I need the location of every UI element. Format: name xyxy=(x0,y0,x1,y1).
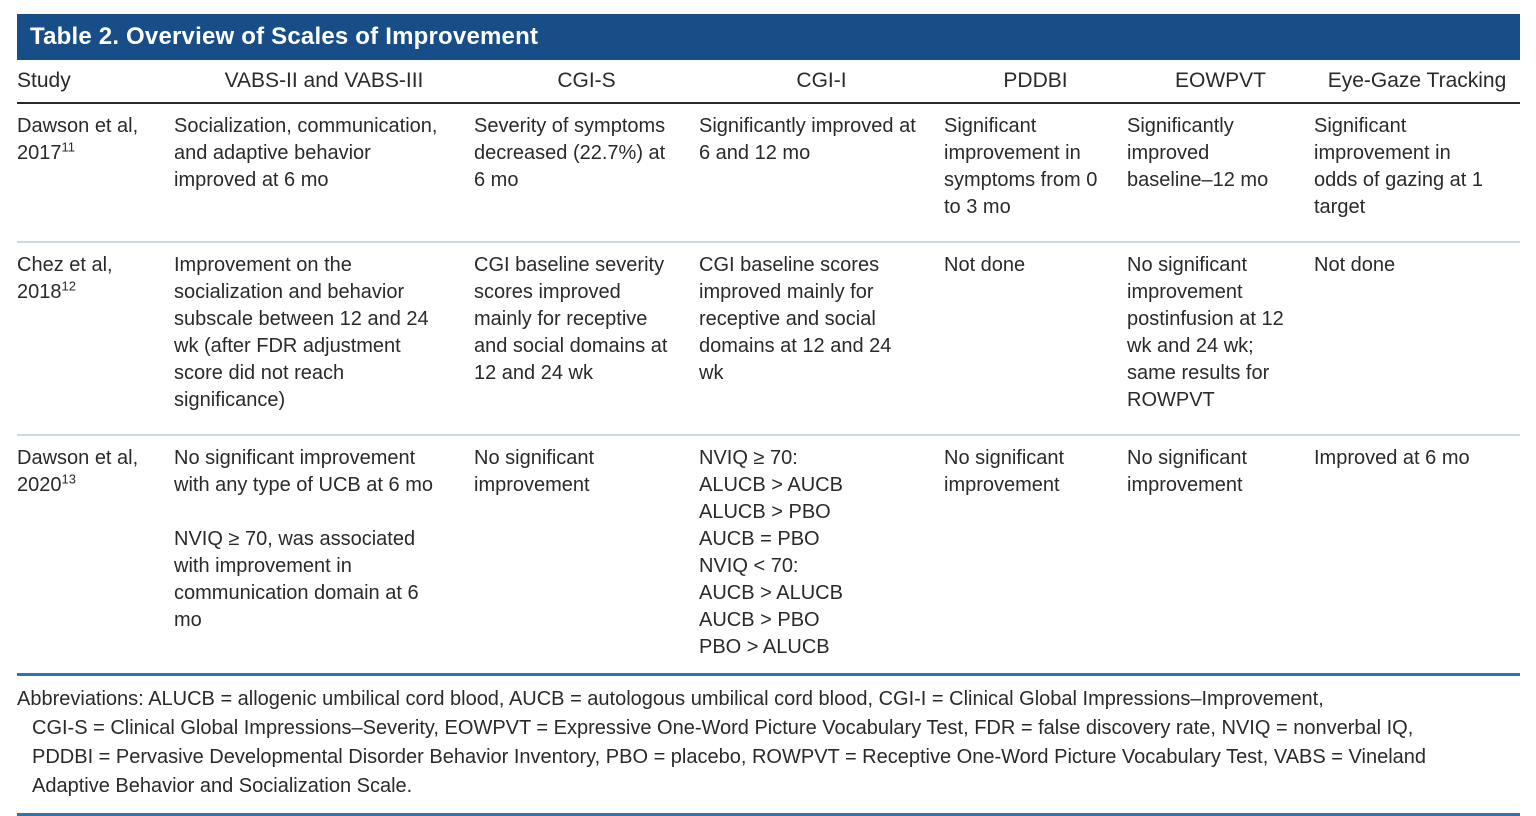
cell-vabs: Socialization, communication, and adapti… xyxy=(174,103,474,243)
column-header-vabs: VABS-II and VABS-III xyxy=(174,60,474,104)
improvement-table: Study VABS-II and VABS-III CGI-S CGI-I PDDBI… xyxy=(17,60,1520,673)
study-cell: Dawson et al, 201711 xyxy=(17,103,174,243)
table-row: Dawson et al, 201711 Socialization, commun… xyxy=(17,103,1520,243)
table-row: Dawson et al, 202013 No significant improv… xyxy=(17,435,1520,673)
cell-line: PBO > ALUCB xyxy=(699,636,830,658)
cell-line: ALUCB > PBO xyxy=(699,501,831,523)
cell-eye-gaze: Significant improvement in odds of gazin… xyxy=(1314,103,1520,243)
study-year: 201812 xyxy=(17,278,76,303)
header-row: Study VABS-II and VABS-III CGI-S CGI-I PDDBI… xyxy=(17,60,1520,104)
cell-line: No significant improvement with any type… xyxy=(174,447,434,496)
cell-eowpvt: No significant improvement postinfusion … xyxy=(1127,242,1314,436)
column-header-cgi-i: CGI-I xyxy=(699,60,944,104)
cell-pddbi: Significant improvement in symptoms from… xyxy=(944,103,1127,243)
column-header-cgi-s: CGI-S xyxy=(474,60,699,104)
cell-line: AUCB > PBO xyxy=(699,609,820,631)
study-name: Chez et al, xyxy=(17,254,113,276)
cell-eowpvt: No significant improvement xyxy=(1127,447,1248,496)
study-year: 201711 xyxy=(17,139,76,164)
cell-line: AUCB = PBO xyxy=(699,528,820,550)
table-body: Dawson et al, 201711 Socialization, commun… xyxy=(17,103,1520,673)
column-header-eowpvt: EOWPVT xyxy=(1127,60,1314,104)
reference-superscript: 13 xyxy=(61,471,76,487)
column-header-eye-gaze: Eye-Gaze Tracking xyxy=(1314,60,1520,104)
cell-eye-gaze: Not done xyxy=(1314,242,1520,436)
reference-superscript: 12 xyxy=(61,278,76,294)
study-year: 202013 xyxy=(17,471,76,496)
table-title-bar: Table 2. Overview of Scales of Improveme… xyxy=(17,14,1520,60)
cell-line: NVIQ ≥ 70: xyxy=(699,447,798,469)
table-row: Chez et al, 201812 Improvement on the soci… xyxy=(17,242,1520,436)
cell-cgi-s: Severity of symptoms decreased (22.7%) a… xyxy=(474,103,699,243)
cell-vabs: Improvement on the socialization and beh… xyxy=(174,242,474,436)
column-header-pddbi: PDDBI xyxy=(944,60,1127,104)
abbreviations-line: Adaptive Behavior and Socialization Scal… xyxy=(32,775,413,797)
abbreviations-line: CGI-S = Clinical Global Impressions–Seve… xyxy=(32,717,1414,739)
cell-cgi-i: Significantly improved at 6 and 12 mo xyxy=(699,103,944,243)
cell-line: NVIQ < 70: xyxy=(699,555,799,577)
column-header-study: Study xyxy=(17,60,174,104)
cell-cgi-s: No significant improvement xyxy=(474,447,595,496)
cell-line: ALUCB > AUCB xyxy=(699,474,843,496)
cell-cgi-s: CGI baseline severity scores improved ma… xyxy=(474,242,699,436)
table-title: Table 2. Overview of Scales of Improveme… xyxy=(30,23,539,50)
cell-pddbi: No significant improvement xyxy=(944,447,1065,496)
study-name: Dawson et al, xyxy=(17,115,139,137)
cell-eowpvt: Significantly improved baseline–12 mo xyxy=(1127,103,1314,243)
study-cell: Dawson et al, 202013 xyxy=(17,435,174,673)
cell-pddbi: Not done xyxy=(944,242,1127,436)
abbreviations-note: Abbreviations: ALUCB = allogenic umbilic… xyxy=(17,673,1520,816)
reference-superscript: 11 xyxy=(61,139,76,155)
cell-line xyxy=(174,499,448,526)
study-cell: Chez et al, 201812 xyxy=(17,242,174,436)
abbreviations-line: PDDBI = Pervasive Developmental Disorder… xyxy=(32,746,1427,768)
cell-line: NVIQ ≥ 70, was associated with improveme… xyxy=(174,528,419,631)
cell-eye-gaze: Improved at 6 mo xyxy=(1314,447,1470,469)
cell-cgi-i: NVIQ ≥ 70: ALUCB > AUCB ALUCB > PBO AUCB = … xyxy=(699,435,944,673)
cell-vabs: No significant improvement with any type… xyxy=(174,435,474,673)
study-name: Dawson et al, xyxy=(17,447,139,469)
abbreviations-line: Abbreviations: ALUCB = allogenic umbilic… xyxy=(17,688,1324,710)
cell-line: AUCB > ALUCB xyxy=(699,582,843,604)
cell-cgi-i: CGI baseline scores improved mainly for … xyxy=(699,242,944,436)
